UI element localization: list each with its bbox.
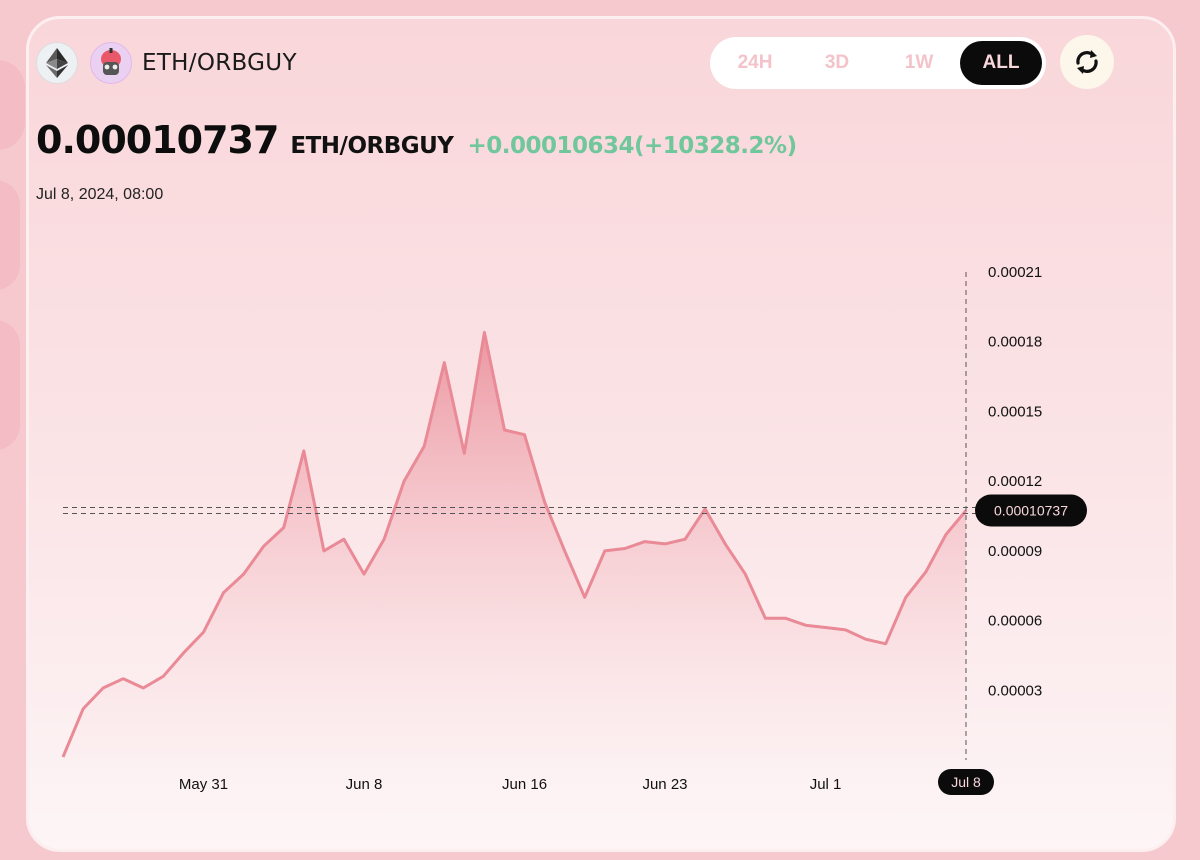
price-row: 0.00010737 ETH/ORBGUY +0.00010634(+10328… [36, 118, 797, 162]
y-tick-label: 0.00021 [988, 264, 1042, 281]
price-line [61, 330, 968, 758]
pair-label: ETH/ORBGUY [142, 50, 297, 76]
refresh-icon [1076, 50, 1098, 74]
range-3d-button[interactable]: 3D [824, 52, 850, 73]
y-tick-label: 0.00012 [988, 473, 1042, 490]
orbguy-token-icon [90, 42, 132, 84]
range-24h-button[interactable]: 24H [737, 52, 773, 73]
current-value-badge [975, 494, 1087, 527]
current-date-label: Jul 8 [951, 774, 981, 790]
background-decoration [0, 320, 20, 450]
refresh-button[interactable] [1060, 35, 1114, 89]
x-tick-label: May 31 [179, 776, 228, 793]
x-tick-label: Jun 23 [642, 776, 687, 793]
pair-header: ETH/ORBGUY [36, 42, 297, 84]
ethereum-icon [36, 42, 78, 84]
y-tick-label: 0.00009 [988, 543, 1042, 560]
background-decoration [0, 180, 20, 290]
y-tick-label: 0.00006 [988, 613, 1042, 630]
time-range-selector: 24H 3D 1W ALL [710, 37, 1046, 89]
price-change: +0.00010634(+10328.2%) [467, 133, 797, 159]
x-tick-label: Jun 16 [502, 776, 547, 793]
y-tick-label: 0.00018 [988, 334, 1042, 351]
range-1w-button[interactable]: 1W [904, 52, 934, 73]
background-decoration [0, 60, 25, 150]
x-tick-label: Jun 8 [346, 776, 383, 793]
price-area [63, 332, 966, 760]
y-tick-label: 0.00003 [988, 682, 1042, 699]
current-value-label: 0.00010737 [994, 502, 1068, 518]
range-all-button[interactable]: ALL [960, 41, 1042, 85]
current-date-badge [938, 769, 994, 795]
x-tick-label: Jul 1 [810, 776, 842, 793]
price-date: Jul 8, 2024, 08:00 [36, 186, 164, 203]
price-pair-label: ETH/ORBGUY [290, 133, 454, 159]
current-price: 0.00010737 [36, 118, 279, 162]
y-tick-label: 0.00015 [988, 403, 1042, 420]
